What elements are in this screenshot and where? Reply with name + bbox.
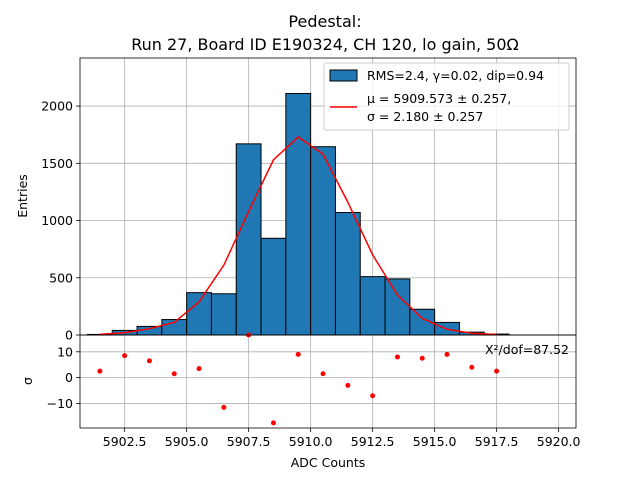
residual-point (394, 354, 400, 360)
residual-point (196, 366, 202, 372)
histogram-bar (210, 293, 237, 336)
residual-point (494, 368, 500, 374)
residual-point (419, 355, 425, 361)
residual-point (221, 404, 227, 410)
histogram-bar (285, 92, 312, 336)
residual-point (320, 371, 326, 377)
x-tick-label: 5902.5 (103, 434, 147, 449)
histogram-bar (260, 237, 287, 336)
residual-point (97, 368, 103, 374)
histogram-bar (235, 143, 262, 336)
legend-fit-label-line1: μ = 5909.573 ± 0.257, (367, 91, 511, 106)
residual-point (270, 420, 276, 426)
residual-y-tick-label: 0 (65, 370, 73, 385)
residual-y-tick-label: 10 (57, 344, 73, 359)
residual-y-ticks: −10 0 10 (47, 344, 80, 411)
residual-point (444, 351, 450, 357)
residual-points (97, 332, 500, 426)
histogram-y-tick-label: 500 (49, 270, 73, 285)
residual-point (171, 371, 177, 377)
histogram-y-tick-label: 0 (65, 328, 73, 343)
x-tick-label: 5907.5 (227, 434, 271, 449)
x-tick-label: 5910.0 (289, 434, 333, 449)
histogram-bar (334, 212, 361, 336)
chart-title-line2: Run 27, Board ID E190324, CH 120, lo gai… (131, 35, 519, 54)
histogram-y-tick-label: 2000 (41, 99, 73, 114)
gaussian-fit-line (99, 136, 497, 336)
histogram-bar (186, 292, 212, 336)
x-tick-label: 5912.5 (351, 434, 395, 449)
residual-x-ticks: 5902.5 5905.0 5907.5 5910.0 5912.5 5915.0 5917… (103, 428, 581, 449)
residual-panel: −10 0 10 5902.5 5905.0 5907.5 5910.0 5912.5 591… (20, 332, 581, 470)
residual-point (370, 393, 376, 399)
legend-fit-label-line2: σ = 2.180 ± 0.257 (367, 109, 483, 124)
x-tick-label: 5920.0 (537, 434, 581, 449)
histogram-bars (86, 92, 510, 336)
chi2-annotation: X²/dof=87.52 (485, 342, 569, 357)
x-tick-label: 5915.0 (413, 434, 457, 449)
residual-point (469, 364, 475, 370)
residual-y-tick-label: −10 (47, 396, 73, 411)
residual-point (146, 358, 152, 364)
x-tick-label: 5917.5 (475, 434, 519, 449)
histogram-y-tick-label: 1000 (41, 213, 73, 228)
histogram-y-tick-label: 1500 (41, 156, 73, 171)
residual-axes-frame (79, 334, 577, 429)
legend-box (323, 62, 570, 131)
legend-histogram-label: RMS=2.4, γ=0.02, dip=0.94 (367, 68, 544, 83)
legend: RMS=2.4, γ=0.02, dip=0.94 μ = 5909.573 ±… (323, 62, 570, 131)
histogram-y-ticks: 0 500 1000 1500 2000 (41, 99, 80, 343)
histogram-bar (310, 146, 336, 336)
residual-point (345, 382, 351, 388)
x-axis-label: ADC Counts (291, 455, 366, 470)
residual-grid (80, 335, 576, 428)
x-tick-label: 5905.0 (165, 434, 209, 449)
residual-point (295, 351, 301, 357)
histogram-panel: 0 500 1000 1500 2000 Entries RMS=2.4, γ=0.02… (15, 57, 577, 343)
residual-y-axis-label: σ (20, 377, 35, 385)
histogram-y-axis-label: Entries (15, 174, 30, 218)
histogram-bar (359, 276, 386, 336)
histogram-bar (384, 278, 411, 336)
chart-title-line1: Pedestal: (288, 12, 361, 31)
residual-point (122, 353, 128, 359)
legend-histogram-swatch (329, 69, 358, 82)
